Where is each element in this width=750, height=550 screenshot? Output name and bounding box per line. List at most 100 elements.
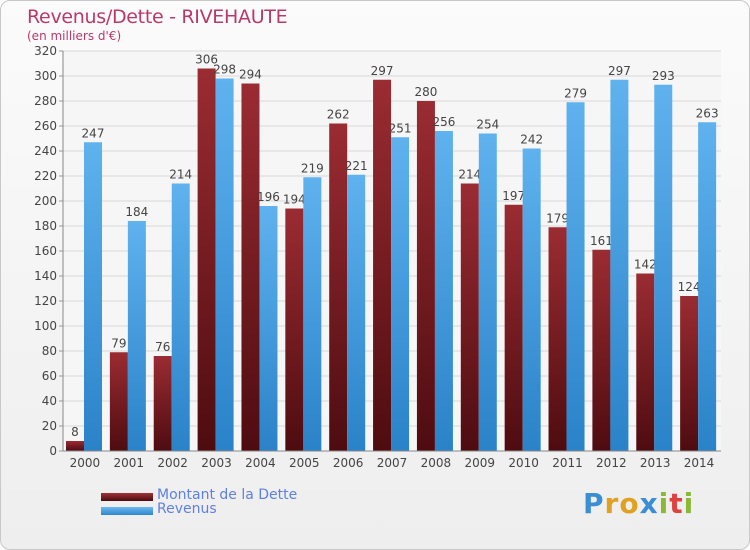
y-tick-label: 160 bbox=[34, 244, 57, 258]
y-tick-label: 120 bbox=[34, 294, 57, 308]
proxiti-logo: Proxiti bbox=[583, 487, 695, 520]
revenue-bar bbox=[215, 78, 234, 451]
revenue-value-label: 297 bbox=[608, 64, 631, 78]
debt-bar bbox=[416, 101, 435, 451]
y-tick-label: 200 bbox=[34, 194, 57, 208]
revenue-bar bbox=[391, 137, 410, 451]
y-tick-label: 220 bbox=[34, 169, 57, 183]
revenue-bar bbox=[478, 133, 497, 451]
revenue-value-label: 298 bbox=[213, 63, 236, 77]
y-tick-label: 320 bbox=[34, 44, 57, 58]
debt-bar bbox=[66, 441, 84, 451]
legend-label-dette: Montant de la Dette bbox=[157, 487, 298, 503]
y-tick-label: 60 bbox=[42, 369, 57, 383]
debt-value-label: 179 bbox=[546, 211, 569, 225]
revenue-bar bbox=[347, 174, 366, 451]
y-tick-label: 280 bbox=[34, 94, 57, 108]
x-tick-label: 2003 bbox=[201, 456, 232, 470]
debt-value-label: 294 bbox=[239, 68, 262, 82]
debt-bar bbox=[680, 296, 699, 451]
debt-bar bbox=[197, 68, 216, 451]
chart-title: Revenus/Dette - RIVEHAUTE bbox=[27, 6, 288, 28]
legend-label-revenus: Revenus bbox=[157, 501, 217, 517]
x-tick-label: 2009 bbox=[464, 456, 495, 470]
debt-value-label: 197 bbox=[502, 189, 525, 203]
debt-value-label: 161 bbox=[590, 234, 613, 248]
debt-value-label: 194 bbox=[283, 193, 306, 207]
revenue-value-label: 256 bbox=[432, 115, 455, 129]
debt-value-label: 76 bbox=[155, 340, 170, 354]
revenue-value-label: 263 bbox=[696, 106, 719, 120]
debt-bar bbox=[636, 273, 655, 451]
debt-value-label: 8 bbox=[71, 425, 79, 439]
revenue-value-label: 279 bbox=[564, 86, 587, 100]
x-tick-label: 2007 bbox=[377, 456, 408, 470]
x-tick-label: 2013 bbox=[640, 456, 671, 470]
debt-bar bbox=[329, 123, 348, 451]
y-tick-label: 240 bbox=[34, 144, 57, 158]
chart-subtitle: (en milliers d'€) bbox=[27, 29, 122, 43]
revenue-bar bbox=[610, 79, 629, 451]
revenue-bar bbox=[434, 131, 453, 451]
debt-bar bbox=[460, 183, 479, 451]
revenue-value-label: 219 bbox=[301, 161, 324, 175]
revenue-bar bbox=[522, 148, 541, 451]
revenue-bar bbox=[259, 206, 278, 451]
x-tick-label: 2006 bbox=[333, 456, 364, 470]
debt-value-label: 306 bbox=[195, 53, 218, 67]
x-tick-label: 2010 bbox=[508, 456, 539, 470]
revenue-bar bbox=[566, 102, 585, 451]
debt-value-label: 124 bbox=[678, 280, 701, 294]
revenue-value-label: 221 bbox=[345, 159, 368, 173]
x-tick-label: 2014 bbox=[684, 456, 715, 470]
revenue-value-label: 196 bbox=[257, 190, 280, 204]
revenue-value-label: 247 bbox=[82, 126, 105, 140]
revenue-value-label: 254 bbox=[476, 118, 499, 132]
y-tick-label: 180 bbox=[34, 219, 57, 233]
debt-bar bbox=[241, 83, 260, 451]
revenue-bar bbox=[698, 122, 717, 451]
x-tick-label: 2001 bbox=[114, 456, 145, 470]
y-tick-label: 80 bbox=[42, 344, 57, 358]
revenue-value-label: 251 bbox=[389, 121, 412, 135]
revenue-bar bbox=[84, 142, 102, 451]
x-tick-label: 2005 bbox=[289, 456, 320, 470]
revenue-bar bbox=[303, 177, 322, 451]
x-tick-label: 2000 bbox=[70, 456, 101, 470]
x-tick-label: 2002 bbox=[157, 456, 188, 470]
debt-bar bbox=[504, 204, 523, 451]
revenue-value-label: 242 bbox=[520, 133, 543, 147]
debt-value-label: 214 bbox=[458, 168, 481, 182]
debt-value-label: 79 bbox=[111, 336, 126, 350]
y-tick-label: 300 bbox=[34, 69, 57, 83]
debt-bar bbox=[548, 227, 567, 451]
x-tick-label: 2004 bbox=[245, 456, 276, 470]
legend-swatch-revenus bbox=[101, 507, 153, 515]
x-tick-label: 2012 bbox=[596, 456, 627, 470]
x-tick-label: 2011 bbox=[552, 456, 583, 470]
revenue-value-label: 184 bbox=[125, 205, 148, 219]
debt-value-label: 297 bbox=[371, 64, 394, 78]
revenue-value-label: 293 bbox=[652, 69, 675, 83]
y-tick-label: 20 bbox=[42, 419, 57, 433]
debt-bar bbox=[109, 352, 128, 451]
x-tick-label: 2008 bbox=[421, 456, 452, 470]
debt-value-label: 262 bbox=[327, 108, 350, 122]
y-tick-label: 140 bbox=[34, 269, 57, 283]
revenue-bar bbox=[171, 183, 190, 451]
y-tick-label: 100 bbox=[34, 319, 57, 333]
y-tick-label: 40 bbox=[42, 394, 57, 408]
legend-swatch-dette bbox=[101, 493, 153, 501]
revenue-bar bbox=[127, 221, 146, 451]
revenue-bar bbox=[654, 84, 673, 451]
debt-value-label: 142 bbox=[634, 258, 657, 272]
debt-bar bbox=[373, 79, 392, 451]
y-tick-label: 0 bbox=[49, 444, 57, 458]
revenue-value-label: 214 bbox=[169, 168, 192, 182]
debt-bar bbox=[153, 356, 172, 451]
debt-bar bbox=[592, 249, 611, 451]
y-tick-label: 260 bbox=[34, 119, 57, 133]
debt-bar bbox=[285, 208, 304, 451]
